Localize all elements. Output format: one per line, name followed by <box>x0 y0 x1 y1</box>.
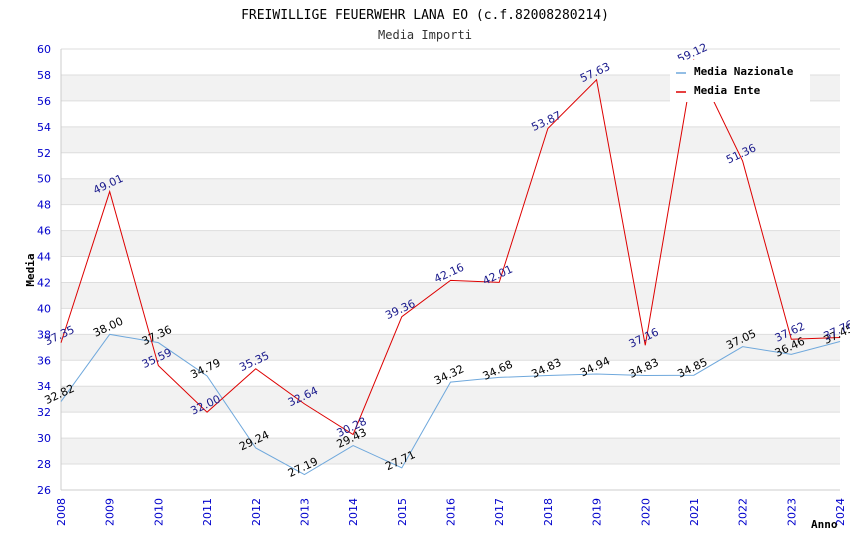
y-tick-label: 56 <box>37 95 51 108</box>
y-tick-label: 32 <box>37 406 51 419</box>
chart-subtitle: Media Importi <box>378 28 472 42</box>
grid-band <box>61 438 840 465</box>
y-tick-label: 40 <box>37 302 51 315</box>
y-axis-label: Media <box>24 253 37 286</box>
grid-band <box>61 464 840 490</box>
series-line-nazionale <box>60 333 841 476</box>
x-tick-label: 2010 <box>152 498 165 526</box>
y-tick-label: 36 <box>37 354 51 367</box>
x-tick-label: 2016 <box>445 498 458 526</box>
y-tick-label: 26 <box>37 484 51 497</box>
y-tick-label: 34 <box>37 380 51 393</box>
y-tick-label: 60 <box>37 43 51 56</box>
legend-label-ente: Media Ente <box>694 84 761 97</box>
x-tick-label: 2015 <box>396 498 409 526</box>
x-tick-label: 2022 <box>737 498 750 526</box>
grid-band <box>61 126 840 153</box>
y-tick-label: 28 <box>37 458 51 471</box>
chart-title: FREIWILLIGE FEUERWEHR LANA EO (c.f.82008… <box>241 8 609 23</box>
x-tick-label: 2021 <box>688 498 701 526</box>
x-tick-label: 2023 <box>785 498 798 526</box>
x-tick-label: 2024 <box>834 498 847 526</box>
x-tick-label: 2009 <box>104 498 117 526</box>
x-tick-label: 2018 <box>542 498 555 526</box>
grid-band <box>61 412 840 439</box>
y-tick-label: 44 <box>37 251 51 264</box>
y-tick-label: 48 <box>37 199 51 212</box>
x-tick-label: 2012 <box>250 498 263 526</box>
x-tick-labels: 2008 2009 2010 2011 2012 2013 2014 2015 2016 2017… <box>55 498 847 526</box>
x-tick-label: 2020 <box>639 498 652 526</box>
legend-box <box>670 60 810 102</box>
x-tick-label: 2014 <box>347 498 360 526</box>
y-tick-label: 42 <box>37 276 51 289</box>
y-tick-label: 50 <box>37 173 51 186</box>
y-tick-label: 38 <box>37 328 51 341</box>
grid-band <box>61 178 840 205</box>
x-axis-label: Anno <box>811 518 838 531</box>
grid-band <box>61 386 840 413</box>
y-tick-label: 46 <box>37 225 51 238</box>
grid-band <box>61 230 840 257</box>
legend-label-nazionale: Media Nazionale <box>694 65 794 78</box>
legend: Media Nazionale Media Ente <box>670 60 810 102</box>
y-tick-labels: 26 28 30 32 34 36 38 40 42 44 46 48 50 52 54 56 58 60 <box>37 43 51 497</box>
x-tick-label: 2013 <box>298 498 311 526</box>
y-tick-label: 58 <box>37 69 51 82</box>
grid-band <box>61 152 840 179</box>
grid-band <box>61 204 840 231</box>
grid-band <box>61 282 840 309</box>
grid-band <box>61 256 840 283</box>
x-tick-label: 2019 <box>591 498 604 526</box>
y-tick-label: 54 <box>37 121 51 134</box>
x-tick-label: 2011 <box>201 498 214 526</box>
grid-band <box>61 334 840 361</box>
axes <box>60 49 840 491</box>
y-tick-label: 30 <box>37 432 51 445</box>
x-tick-label: 2008 <box>55 498 68 526</box>
y-tick-label: 52 <box>37 147 51 160</box>
x-tick-label: 2017 <box>493 498 506 526</box>
grid-band <box>61 100 840 127</box>
grid-band <box>61 308 840 335</box>
